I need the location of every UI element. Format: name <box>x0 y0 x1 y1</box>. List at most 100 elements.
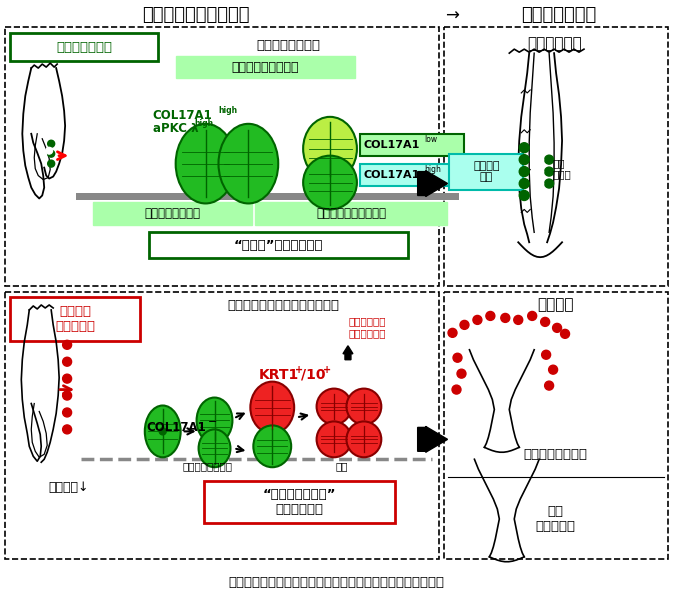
Text: KRT1: KRT1 <box>258 368 299 382</box>
Circle shape <box>561 329 569 338</box>
Text: −: − <box>207 418 217 427</box>
Circle shape <box>501 313 509 322</box>
Circle shape <box>520 167 529 176</box>
Text: “ストレス応答性”
の不均等分裂: “ストレス応答性” の不均等分裂 <box>262 488 336 516</box>
FancyBboxPatch shape <box>360 164 464 185</box>
Circle shape <box>473 316 482 325</box>
FancyBboxPatch shape <box>255 202 447 226</box>
Text: 剥離: 剥離 <box>336 461 348 471</box>
Circle shape <box>520 155 529 164</box>
Circle shape <box>534 167 544 176</box>
Text: aPKC λ: aPKC λ <box>153 122 199 135</box>
Text: high: high <box>219 106 238 115</box>
Text: 幹細胞の自己複製: 幹細胞の自己複製 <box>256 38 320 52</box>
Circle shape <box>544 167 554 176</box>
Text: 幹細胞分裂プログラム: 幹細胞分裂プログラム <box>142 7 249 25</box>
Ellipse shape <box>250 382 294 433</box>
Text: 若い毛包幹細胞: 若い毛包幹細胞 <box>56 41 112 53</box>
Text: 毛包老化: 毛包老化 <box>537 298 573 313</box>
Circle shape <box>48 140 55 147</box>
Text: 周期的な再生: 周期的な再生 <box>528 35 582 50</box>
Circle shape <box>457 369 466 378</box>
Text: （図２）　幹細胞分裂タイプが毛包の再生と老化を決定する: （図２） 幹細胞分裂タイプが毛包の再生と老化を決定する <box>228 576 444 589</box>
FancyBboxPatch shape <box>448 154 523 190</box>
FancyBboxPatch shape <box>149 232 408 258</box>
Circle shape <box>48 150 55 157</box>
FancyArrow shape <box>418 427 448 452</box>
Text: 毛包ミニチュア化: 毛包ミニチュア化 <box>523 448 587 461</box>
Text: ストレスを受けた幹細胞の排除: ストレスを受けた幹細胞の排除 <box>227 299 339 313</box>
Text: +: + <box>295 365 304 374</box>
Circle shape <box>460 320 469 329</box>
Ellipse shape <box>347 421 382 457</box>
Text: 新しいバルジの形成: 新しいバルジの形成 <box>232 61 299 74</box>
Text: high: high <box>425 165 441 174</box>
Circle shape <box>453 353 462 362</box>
FancyBboxPatch shape <box>10 33 157 61</box>
Ellipse shape <box>303 117 357 181</box>
Circle shape <box>63 374 71 383</box>
Ellipse shape <box>145 406 180 457</box>
Ellipse shape <box>176 124 236 203</box>
Circle shape <box>63 408 71 417</box>
Circle shape <box>513 316 523 325</box>
Circle shape <box>63 391 71 400</box>
Circle shape <box>160 428 166 435</box>
Ellipse shape <box>316 389 351 424</box>
Text: 脱毛
毛包菲薄化: 脱毛 毛包菲薄化 <box>535 505 575 533</box>
Ellipse shape <box>219 124 278 203</box>
Circle shape <box>544 381 554 390</box>
Ellipse shape <box>347 389 382 424</box>
Text: 器官の運命決定: 器官の運命決定 <box>522 7 597 25</box>
Text: COL17A1: COL17A1 <box>153 109 213 122</box>
Circle shape <box>520 191 529 200</box>
FancyBboxPatch shape <box>93 202 252 226</box>
Circle shape <box>528 311 536 320</box>
Circle shape <box>63 340 71 349</box>
Circle shape <box>544 155 554 164</box>
Text: high: high <box>194 119 214 128</box>
Text: 対称分裂↓: 対称分裂↓ <box>49 481 90 494</box>
Text: 不完全な自己複製: 不完全な自己複製 <box>182 461 233 471</box>
Ellipse shape <box>253 425 291 467</box>
FancyBboxPatch shape <box>203 481 395 523</box>
Ellipse shape <box>316 421 351 457</box>
Text: +: + <box>323 365 331 374</box>
Ellipse shape <box>303 155 357 209</box>
Circle shape <box>540 317 550 326</box>
FancyBboxPatch shape <box>176 56 355 78</box>
FancyBboxPatch shape <box>360 134 464 155</box>
Circle shape <box>548 365 558 374</box>
Text: 非対称（不均等）分裂: 非対称（不均等）分裂 <box>316 207 386 220</box>
Circle shape <box>534 179 544 188</box>
Text: COL17A1: COL17A1 <box>364 140 420 150</box>
Text: →: → <box>445 7 458 25</box>
Circle shape <box>520 179 529 188</box>
Ellipse shape <box>199 430 230 467</box>
Circle shape <box>448 328 457 337</box>
Ellipse shape <box>197 398 232 443</box>
Text: 古い
バルジ: 古い バルジ <box>552 158 571 179</box>
Text: COL17A1: COL17A1 <box>147 421 207 434</box>
Text: low: low <box>425 135 437 144</box>
Circle shape <box>452 385 461 394</box>
Text: 表皮角化細胞
への終末分化: 表皮角化細胞 への終末分化 <box>348 316 386 338</box>
Text: 老化した
毛包幹細胞: 老化した 毛包幹細胞 <box>55 305 95 333</box>
FancyArrow shape <box>343 346 353 360</box>
Circle shape <box>553 323 561 332</box>
Text: COL17A1: COL17A1 <box>364 170 420 179</box>
FancyBboxPatch shape <box>76 193 460 200</box>
Circle shape <box>534 155 544 164</box>
Text: 対称（均等）分裂: 対称（均等）分裂 <box>145 207 201 220</box>
Circle shape <box>542 350 551 359</box>
Text: /10: /10 <box>301 368 326 382</box>
Circle shape <box>544 179 554 188</box>
Text: “再生型”の幹細胞分裂: “再生型”の幹細胞分裂 <box>234 239 323 252</box>
FancyArrow shape <box>418 170 448 196</box>
Circle shape <box>63 425 71 434</box>
Circle shape <box>46 147 52 154</box>
Circle shape <box>486 311 495 320</box>
Circle shape <box>48 160 55 167</box>
Text: 新バルジ
形成: 新バルジ 形成 <box>473 161 499 182</box>
Circle shape <box>520 143 529 152</box>
